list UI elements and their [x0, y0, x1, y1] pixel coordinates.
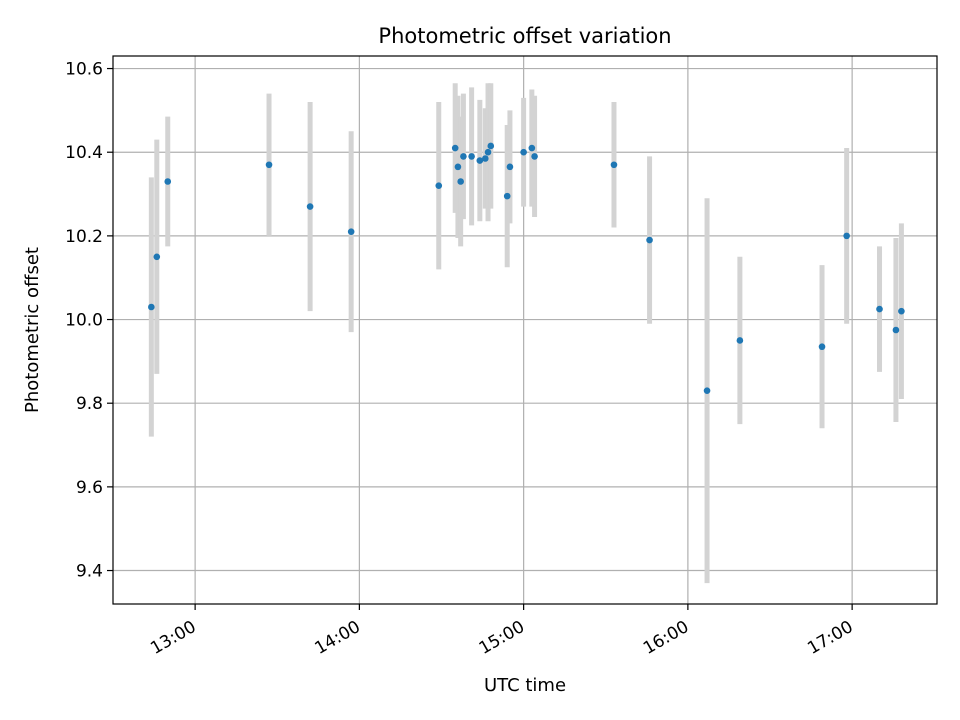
data-point: [306, 203, 314, 210]
data-point: [843, 232, 850, 240]
data-point: [482, 155, 489, 162]
x-axis-label: UTC time: [484, 675, 566, 696]
data-point: [892, 326, 900, 334]
plot-frame: [112, 55, 938, 605]
data-point: [454, 163, 462, 171]
data-point: [265, 161, 273, 169]
data-point: [506, 163, 514, 171]
data-point: [818, 343, 826, 351]
data-point: [164, 178, 172, 185]
data-point: [610, 161, 618, 169]
data-point: [520, 148, 527, 156]
data-point: [476, 157, 484, 164]
data-point: [468, 153, 475, 160]
y-tick-label: 9.4: [76, 562, 103, 582]
y-tick-label: 10.2: [65, 227, 103, 247]
data-point: [531, 153, 538, 160]
data-point: [528, 144, 536, 152]
y-tick-label: 9.8: [76, 394, 103, 414]
data-point: [148, 303, 155, 311]
data-point: [898, 307, 905, 315]
data-point: [876, 305, 883, 313]
y-tick-label: 10.0: [65, 311, 103, 331]
data-point: [347, 228, 355, 235]
y-tick-label: 10.6: [65, 60, 103, 80]
y-tick-label: 9.6: [76, 478, 103, 498]
data-point: [457, 178, 464, 185]
chart-title: Photometric offset variation: [378, 24, 671, 48]
data-point: [435, 182, 443, 189]
data-points: [148, 142, 905, 394]
data-point: [503, 192, 511, 200]
data-point: [703, 387, 711, 394]
data-point: [153, 253, 161, 261]
data-point: [484, 148, 492, 156]
data-point: [460, 153, 467, 160]
y-axis-label: Photometric offset: [22, 247, 43, 413]
data-point: [451, 144, 459, 152]
data-point: [487, 142, 495, 150]
y-tick-label: 10.4: [65, 143, 103, 163]
data-point: [736, 337, 744, 344]
data-point: [646, 236, 653, 244]
